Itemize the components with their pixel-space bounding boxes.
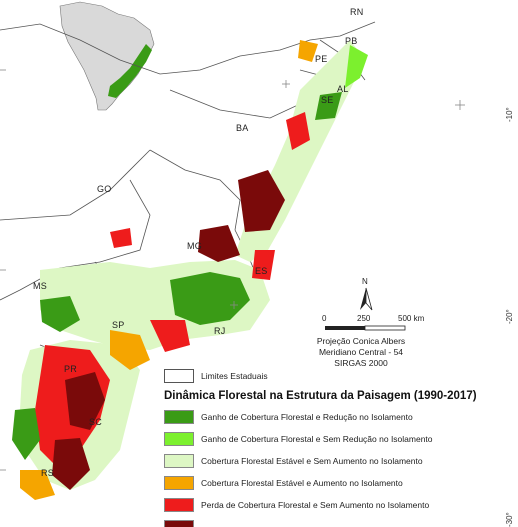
legend-swatch	[164, 432, 194, 446]
state-label-es: ES	[255, 266, 268, 276]
state-label-mg: MG	[187, 241, 202, 251]
legend-label: Ganho de Cobertura Florestal e Sem Reduç…	[201, 434, 433, 444]
legend-label: Cobertura Florestal Estável e Sem Aument…	[201, 456, 423, 466]
legend-swatch	[164, 410, 194, 424]
projection-info: Projeção Conica Albers Meridiano Central…	[296, 336, 426, 369]
state-label-pr: PR	[64, 364, 77, 374]
legend-title: Dinâmica Florestal na Estrutura da Paisa…	[164, 390, 477, 402]
state-label-ba: BA	[236, 123, 249, 133]
state-limits-swatch	[164, 369, 194, 383]
graticule-label-10: -10°	[505, 107, 514, 122]
forest-dynamics-layer	[12, 40, 368, 500]
state-label-rn: RN	[350, 7, 364, 17]
state-label-ms: MS	[33, 281, 47, 291]
legend-swatch	[164, 520, 194, 527]
inset-map	[50, 0, 160, 111]
state-label-al: AL	[337, 84, 349, 94]
state-label-se: SE	[321, 95, 334, 105]
legend-swatch	[164, 454, 194, 468]
state-label-pb: PB	[345, 36, 358, 46]
scale-label-0: 0	[322, 314, 327, 323]
scale-label-500: 500 km	[398, 314, 425, 323]
scale-bar	[325, 325, 406, 331]
legend-label: Perda de Cobertura Florestal e Sem Aumen…	[201, 500, 430, 510]
graticule-label-20: -20°	[505, 309, 514, 324]
graticule-label-30: -30°	[505, 512, 514, 527]
projection-line: SIRGAS 2000	[334, 358, 388, 368]
north-arrow	[360, 287, 373, 311]
state-limits-label: Limites Estaduais	[201, 371, 268, 381]
legend-swatch	[164, 476, 194, 490]
inset-atlantic-forest	[108, 44, 152, 98]
state-label-rs: RS	[41, 468, 54, 478]
state-label-go: GO	[97, 184, 112, 194]
graticule-crosses	[0, 69, 465, 471]
legend-swatch	[164, 498, 194, 512]
state-label-sc: SC	[89, 417, 102, 427]
state-label-sp: SP	[112, 320, 125, 330]
projection-line: Meridiano Central - 54	[318, 347, 404, 357]
state-label-rj: RJ	[214, 326, 226, 336]
legend-label: Cobertura Florestal Estável e Aumento no…	[201, 478, 403, 488]
legend-label: Ganho de Cobertura Florestal e Redução n…	[201, 412, 413, 422]
north-label: N	[362, 277, 368, 286]
scale-label-250: 250	[357, 314, 371, 323]
state-label-pe: PE	[315, 54, 328, 64]
projection-line: Projeção Conica Albers	[316, 336, 406, 346]
